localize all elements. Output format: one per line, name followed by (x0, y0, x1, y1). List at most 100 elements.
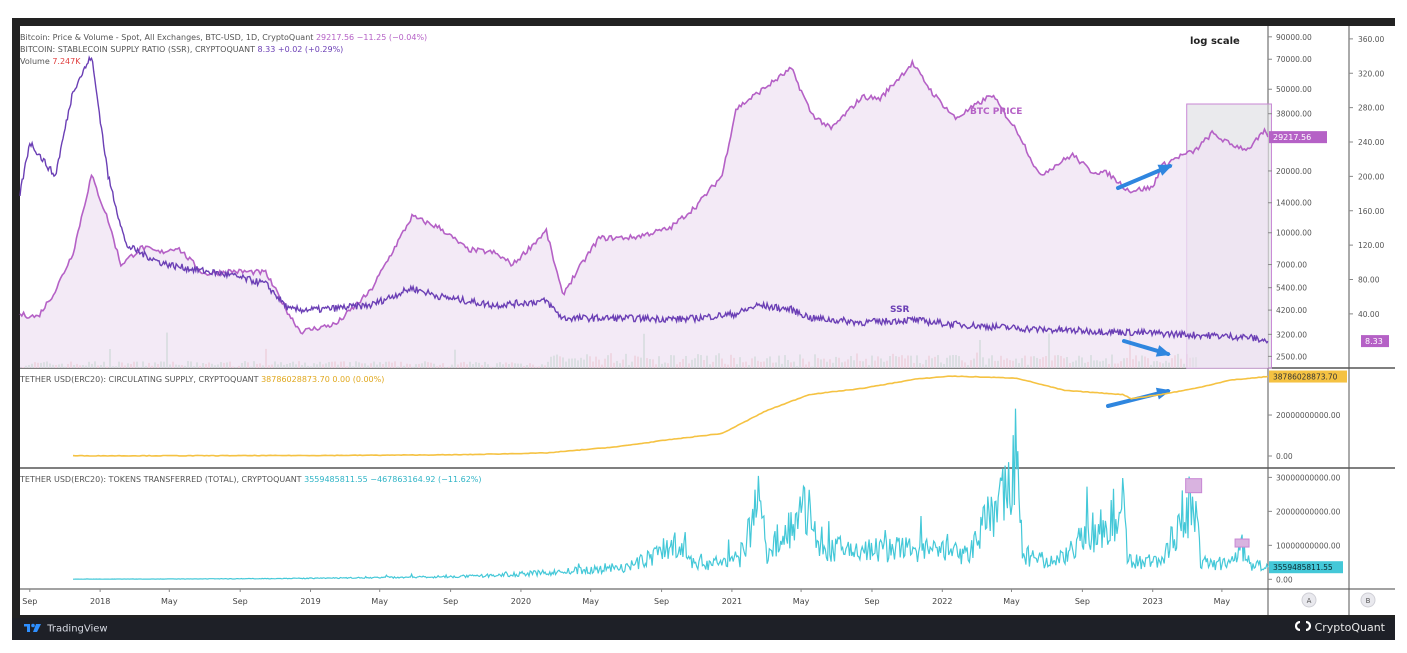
legend-tokens-change: −467863164.92 (−11.62%) (370, 475, 482, 484)
chart-canvas[interactable]: log scale BTC PRICE SSR 90000.00 70000.00 500… (12, 18, 1395, 618)
price-tick-label: 29217.56 (1273, 133, 1311, 142)
log-scale-label: log scale (1190, 36, 1240, 47)
arrow-head (1155, 345, 1171, 357)
arrow-head (1157, 164, 1173, 176)
scale-auto-icon[interactable]: A (1301, 592, 1317, 608)
supply-tick-label: 20000000000.00 (1276, 411, 1341, 420)
legend-btc-label: Bitcoin: Price & Volume - Spot, All Exch… (20, 33, 314, 42)
time-tick-label: Sep (654, 597, 669, 606)
legend-tokens-value: 3559485811.55 (304, 475, 368, 484)
tradingview-label: TradingView (47, 623, 108, 635)
scale-button-bg (1301, 592, 1317, 608)
ssr-tick-label: 40.00 (1358, 310, 1380, 319)
legend-usdt-supply: TETHER USD(ERC20): CIRCULATING SUPPLY, C… (20, 374, 384, 385)
tradingview-logo-icon (24, 623, 47, 635)
time-tick-label: Sep (22, 597, 37, 606)
legend-ssr: BITCOIN: STABLECOIN SUPPLY RATIO (SSR), … (20, 44, 343, 55)
transfer-current-tag (1269, 561, 1343, 574)
time-tick-label: 2020 (511, 597, 531, 606)
transfer-tick-label: 3559485811.55 (1273, 563, 1333, 572)
price-tick-label: 4200.00 (1276, 306, 1307, 315)
ssr-annotation: SSR (890, 305, 910, 315)
transfer-tick-label: 30000000000.00 (1276, 473, 1341, 482)
cryptoquant-label: CryptoQuant (1314, 621, 1385, 634)
ssr-axis-bg (1349, 26, 1395, 589)
supply-current-tag (1269, 370, 1347, 383)
legend-usdt-supply-value: 38786028873.70 (261, 375, 330, 384)
supply-tick-label: 38786028873.70 (1273, 373, 1338, 382)
transfer-tick-label: 20000000000.00 (1276, 507, 1341, 516)
time-tick-label: May (161, 597, 178, 606)
cryptoquant-logo[interactable]: CryptoQuant (1295, 620, 1385, 635)
arrow-up-price (1116, 164, 1173, 190)
legend-usdt-supply-label: TETHER USD(ERC20): CIRCULATING SUPPLY, C… (20, 375, 259, 384)
price-tick-label: 3200.00 (1276, 330, 1307, 339)
spike-highlight-box (1185, 478, 1203, 494)
time-tick-label: May (1214, 597, 1231, 606)
legend-tokens-label: TETHER USD(ERC20): TOKENS TRANSFERRED (T… (20, 475, 302, 484)
cryptoquant-logo-icon (1295, 620, 1315, 634)
ssr-tick-label: 200.00 (1358, 172, 1384, 181)
scale-button-bg (1360, 592, 1376, 608)
legend-btc-change: −11.25 (−0.04%) (356, 33, 428, 42)
time-axis-bg (20, 589, 1395, 615)
legend-ssr-label: BITCOIN: STABLECOIN SUPPLY RATIO (SSR), … (20, 45, 255, 54)
time-tick-label: Sep (864, 597, 879, 606)
ssr-current-tag (1361, 335, 1389, 348)
spike-highlight-box (1234, 538, 1250, 548)
btc-price-annotation: BTC PRICE (970, 107, 1022, 117)
arrow-down-ssr (1122, 339, 1171, 357)
price-tick-label: 70000.00 (1276, 55, 1312, 64)
scale-b-icon[interactable]: B (1360, 592, 1376, 608)
panel-supply-bg (20, 368, 1268, 468)
supply-tick-label: 0.00 (1276, 452, 1293, 461)
legend-btc-value: 29217.56 (315, 33, 355, 42)
ssr-tick-label: 8.33 (1365, 337, 1383, 346)
legend-volume-label: Volume (20, 57, 50, 66)
time-tick-label: May (1003, 597, 1020, 606)
ssr-tick-label: 80.00 (1358, 276, 1380, 285)
time-tick-label: May (582, 597, 599, 606)
scale-button-glyph: A (1307, 597, 1312, 605)
legend-ssr-value: 8.33 (257, 45, 276, 54)
price-current-tag (1269, 131, 1327, 144)
ssr-tick-label: 320.00 (1358, 69, 1384, 78)
price-tick-label: 5400.00 (1276, 284, 1307, 293)
scale-button-glyph: B (1366, 597, 1371, 605)
time-tick-label: 2022 (932, 597, 952, 606)
ssr-tick-label: 280.00 (1358, 104, 1384, 113)
btc-price-area (20, 61, 1268, 368)
transfer-tick-label: 10000000000.00 (1276, 541, 1341, 550)
legend-ssr-change: +0.02 (+0.29%) (277, 45, 344, 54)
time-tick-label: 2021 (722, 597, 742, 606)
price-tick-label: 50000.00 (1276, 85, 1312, 94)
ssr-tick-label: 360.00 (1358, 35, 1384, 44)
price-tick-label: 10000.00 (1276, 229, 1312, 238)
time-tick-label: May (793, 597, 810, 606)
usdt-supply-line (72, 375, 1269, 457)
ssr-tick-label: 240.00 (1358, 138, 1384, 147)
legend-tokens-transferred: TETHER USD(ERC20): TOKENS TRANSFERRED (T… (20, 474, 482, 485)
price-tick-label: 20000.00 (1276, 167, 1312, 176)
ssr-tick-label: 120.00 (1358, 241, 1384, 250)
bottom-branding-bar: TradingView CryptoQuant (12, 618, 1395, 640)
time-tick-label: Sep (443, 597, 458, 606)
price-tick-label: 2500.00 (1276, 352, 1307, 361)
price-tick-label: 14000.00 (1276, 199, 1312, 208)
tradingview-logo[interactable]: TradingView (24, 622, 108, 638)
time-tick-label: 2019 (300, 597, 320, 606)
panel-transfer-bg (20, 468, 1268, 589)
transfer-tick-label: 0.00 (1276, 575, 1293, 584)
legend-usdt-supply-change: 0.00 (0.00%) (332, 375, 385, 384)
legend-btc: Bitcoin: Price & Volume - Spot, All Exch… (20, 32, 427, 43)
time-tick-label: 2018 (90, 597, 110, 606)
time-tick-label: Sep (1075, 597, 1090, 606)
time-tick-label: Sep (233, 597, 248, 606)
btc-price-line (19, 58, 1269, 335)
price-tick-label: 38000.00 (1276, 110, 1312, 119)
chart-frame: log scale BTC PRICE SSR 90000.00 70000.00 500… (12, 18, 1395, 640)
ssr-line (19, 55, 1269, 344)
ssr-tick-label: 160.00 (1358, 207, 1384, 216)
time-tick-label: 2023 (1143, 597, 1163, 606)
tokens-transferred-line (73, 408, 1269, 580)
